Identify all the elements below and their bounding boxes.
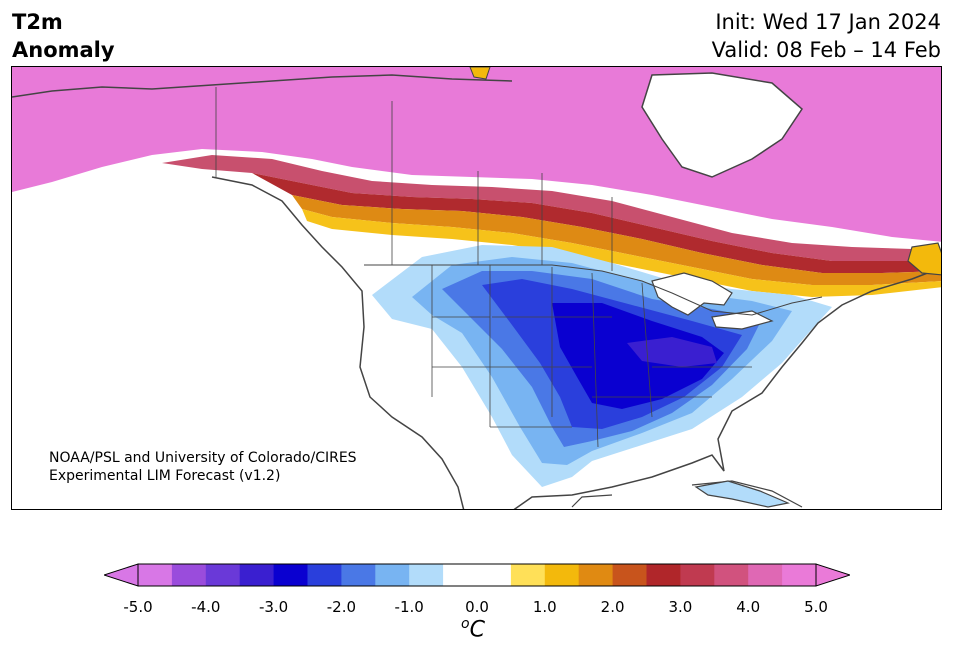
anomaly-band-0to1-north: [302, 209, 941, 297]
colorbar-outline: [137, 563, 817, 587]
colorbar-segment: [205, 564, 241, 586]
mexico-coast: [571, 480, 803, 508]
colorbar-tick-labels: -5.0 -4.0 -3.0 -2.0 -1.0 0.0 1.0 2.0 3.0 4.0 5.0: [0, 598, 953, 618]
colorbar-tick-label: 1.0: [532, 598, 557, 616]
colorbar-segment: [375, 564, 410, 586]
colorbar-tick-label: 2.0: [600, 598, 625, 616]
colorbar: [104, 563, 850, 587]
colorbar-tick-label: 0.0: [465, 598, 489, 616]
colorbar-segment: [138, 564, 173, 586]
colorbar-segment: [477, 564, 512, 586]
colorbar-segment: [510, 564, 546, 586]
credit-line-1: NOAA/PSL and University of Colorado/CIRE…: [49, 450, 357, 466]
colorbar-tick-label: 3.0: [668, 598, 693, 616]
colorbar-segments: [138, 564, 817, 586]
colorbar-unit: oC: [461, 616, 485, 642]
colorbar-segment: [443, 564, 478, 586]
coastline: [12, 74, 941, 509]
title-field: Anomaly: [12, 38, 115, 62]
colorbar-segment: [714, 564, 749, 586]
colorbar-segment: [544, 564, 580, 586]
title-variable: T2m: [12, 10, 63, 34]
colorbar-segment: [273, 564, 308, 586]
colorbar-segment: [748, 564, 783, 586]
colorbar-segment: [307, 564, 342, 586]
colorbar-segment: [239, 564, 275, 586]
colorbar-segment: [646, 564, 681, 586]
us-canada-border: [364, 264, 823, 316]
anomaly-core-min: [627, 337, 717, 367]
state-province-lines: [215, 87, 752, 448]
colorbar-segment: [171, 564, 207, 586]
great-lakes: [651, 272, 774, 330]
colorbar-tick-label: -3.0: [258, 598, 289, 616]
anomaly-band-1to2-north: [292, 195, 941, 285]
valid-dates: Valid: 08 Feb – 14 Feb: [711, 38, 941, 62]
newfoundland: [907, 242, 941, 276]
colorbar-segment: [341, 564, 376, 586]
anomaly-band-3to4-north: [162, 155, 941, 261]
colorbar-tick-label: -1.0: [394, 598, 424, 616]
colorbar-extend-under: [104, 563, 139, 587]
init-date: Init: Wed 17 Jan 2024: [715, 10, 941, 34]
unit-degree: o: [461, 616, 470, 632]
map-title: T2m Anomaly: [12, 8, 115, 64]
colorbar-segment: [680, 564, 715, 586]
colorbar-segment: [612, 564, 647, 586]
credit-text: NOAA/PSL and University of Colorado/CIRE…: [49, 449, 357, 485]
forecast-dates: Init: Wed 17 Jan 2024 Valid: 08 Feb – 14…: [712, 8, 941, 64]
anomaly-map: [12, 67, 941, 509]
map-panel: [11, 66, 942, 510]
colorbar-tick-label: -4.0: [191, 598, 221, 616]
credit-line-2: Experimental LIM Forecast (v1.2): [49, 468, 281, 484]
colorbar-extend-over: [815, 563, 850, 587]
colorbar-tick-label: 4.0: [736, 598, 761, 616]
cuba: [694, 480, 791, 508]
greenland-tip: [469, 67, 491, 80]
colorbar-tick-label: -5.0: [123, 598, 153, 616]
colorbar-tick-label: -2.0: [326, 598, 357, 616]
colorbar-segment: [578, 564, 614, 586]
unit-letter: C: [469, 617, 485, 643]
colorbar-segment: [409, 564, 444, 586]
colorbar-tick-label: 5.0: [804, 598, 828, 616]
colorbar-segment: [782, 564, 817, 586]
anomaly-band-2to3-north: [252, 173, 941, 273]
hudson-bay: [641, 72, 803, 178]
